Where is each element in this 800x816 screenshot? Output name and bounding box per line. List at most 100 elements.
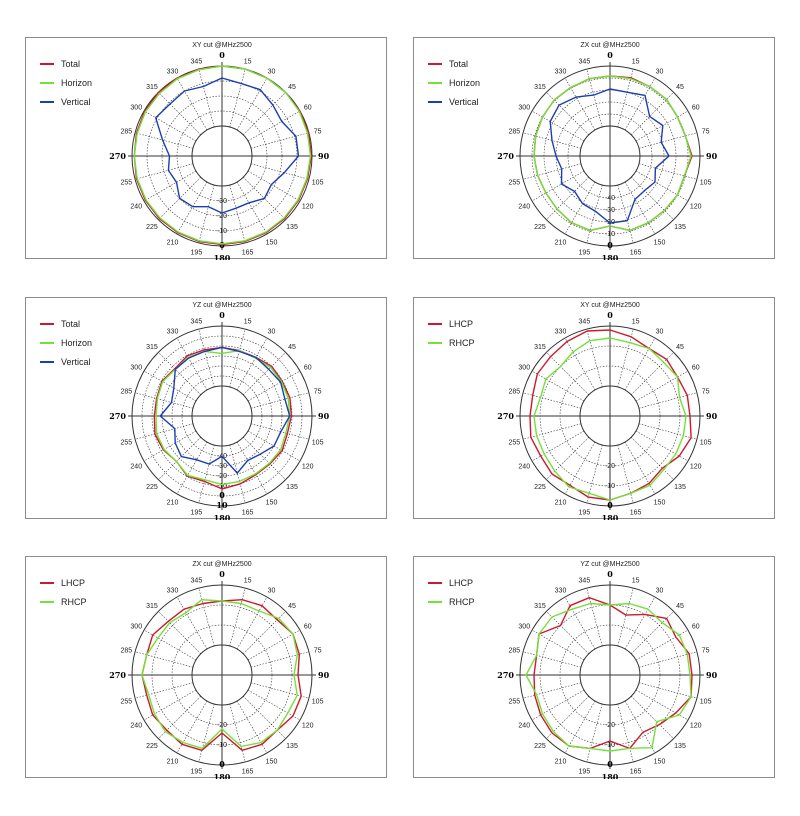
radial-tick-label: 0 bbox=[219, 490, 225, 500]
angle-tick-label: 180 bbox=[602, 253, 619, 260]
grid-spoke bbox=[522, 163, 582, 180]
angle-tick-label: 105 bbox=[312, 699, 324, 706]
polar-chart: XY cut @MHz25000153045607590105120135150… bbox=[428, 302, 718, 520]
angle-tick-label: 180 bbox=[214, 772, 231, 779]
grid-spoke bbox=[638, 651, 698, 668]
legend-label: Total bbox=[449, 59, 468, 69]
angle-tick-label: 210 bbox=[555, 240, 567, 247]
grid-spoke bbox=[247, 370, 301, 402]
grid-spoke bbox=[236, 441, 268, 495]
grid-spoke bbox=[176, 181, 208, 235]
angle-tick-label: 135 bbox=[674, 743, 686, 750]
grid-spoke bbox=[586, 184, 603, 244]
grid-spoke bbox=[247, 629, 301, 661]
radial-tick-label: -10 bbox=[217, 483, 227, 490]
grid-spoke bbox=[564, 337, 596, 391]
grid-spoke bbox=[176, 77, 208, 131]
grid-spoke bbox=[624, 441, 656, 495]
angle-tick-label: 285 bbox=[121, 388, 133, 395]
radial-tick-label: 0 bbox=[219, 759, 225, 769]
angle-tick-label: 345 bbox=[191, 318, 203, 325]
angle-tick-label: 60 bbox=[692, 365, 700, 372]
angle-tick-label: 270 bbox=[109, 411, 126, 421]
angle-tick-label: 345 bbox=[579, 58, 591, 65]
angle-tick-label: 150 bbox=[654, 240, 666, 247]
angle-tick-label: 210 bbox=[555, 759, 567, 766]
angle-tick-label: 240 bbox=[518, 723, 530, 730]
series-line-rhcp bbox=[525, 602, 692, 752]
angle-tick-label: 300 bbox=[518, 624, 530, 631]
grid-spoke bbox=[243, 696, 286, 739]
angle-tick-label: 90 bbox=[706, 670, 718, 680]
series-line-rhcp bbox=[533, 337, 687, 501]
angle-tick-label: 135 bbox=[674, 484, 686, 491]
grid-spoke bbox=[143, 370, 197, 402]
angle-tick-label: 75 bbox=[702, 647, 710, 654]
chart-title: YZ cut @MHz2500 bbox=[192, 302, 251, 309]
radial-tick-label: -10 bbox=[217, 228, 227, 235]
angle-tick-label: 90 bbox=[706, 151, 718, 161]
angle-tick-label: 255 bbox=[121, 440, 133, 447]
chart-title: ZX cut @MHz2500 bbox=[580, 42, 639, 49]
angle-tick-label: 150 bbox=[654, 500, 666, 507]
grid-spoke bbox=[531, 170, 585, 202]
radial-tick-label: 0 bbox=[607, 500, 613, 510]
grid-spoke bbox=[631, 611, 674, 654]
legend-label: LHCP bbox=[449, 319, 473, 329]
radial-tick-label: -30 bbox=[217, 198, 227, 205]
angle-tick-label: 15 bbox=[244, 577, 252, 584]
angle-tick-label: 270 bbox=[109, 670, 126, 680]
angle-tick-label: 75 bbox=[702, 388, 710, 395]
angle-tick-label: 75 bbox=[314, 128, 322, 135]
angle-tick-label: 240 bbox=[130, 204, 142, 211]
grid-spoke bbox=[134, 392, 194, 409]
angle-tick-label: 105 bbox=[700, 440, 712, 447]
grid-spoke bbox=[247, 689, 301, 721]
angle-tick-label: 45 bbox=[676, 344, 684, 351]
angle-tick-label: 105 bbox=[700, 180, 712, 187]
grid-spoke bbox=[638, 132, 698, 149]
radial-tick-label: -20 bbox=[217, 213, 227, 220]
angle-tick-label: 240 bbox=[130, 723, 142, 730]
angle-tick-label: 30 bbox=[656, 328, 664, 335]
angle-tick-label: 75 bbox=[314, 647, 322, 654]
legend-label: LHCP bbox=[61, 578, 85, 588]
series-line-horizon bbox=[133, 65, 312, 245]
angle-tick-label: 120 bbox=[302, 723, 314, 730]
grid-spoke bbox=[638, 392, 698, 409]
grid-spoke bbox=[631, 352, 674, 395]
legend-label: RHCP bbox=[449, 597, 475, 607]
angle-tick-label: 60 bbox=[692, 624, 700, 631]
grid-spoke bbox=[631, 92, 674, 135]
radial-tick-label: -20 bbox=[605, 722, 615, 729]
grid-spoke bbox=[586, 328, 603, 388]
angle-tick-label: 0 bbox=[607, 50, 613, 60]
grid-spoke bbox=[531, 629, 585, 661]
chart-title: YZ cut @MHz2500 bbox=[580, 561, 639, 568]
grid-spoke bbox=[546, 92, 589, 135]
grid-spoke bbox=[176, 337, 208, 391]
radial-tick-label: -30 bbox=[217, 463, 227, 470]
grid-spoke bbox=[531, 110, 585, 142]
angle-tick-label: 195 bbox=[579, 250, 591, 257]
angle-tick-label: 45 bbox=[288, 84, 296, 91]
grid-spoke bbox=[635, 629, 689, 661]
angle-tick-label: 345 bbox=[579, 318, 591, 325]
grid-spoke bbox=[134, 651, 194, 668]
grid-spoke bbox=[617, 68, 634, 128]
radial-tick-label: 10 bbox=[216, 500, 228, 510]
grid-spoke bbox=[631, 696, 674, 739]
angle-tick-label: 300 bbox=[518, 365, 530, 372]
grid-spoke bbox=[564, 596, 596, 650]
grid-spoke bbox=[158, 92, 201, 135]
angle-tick-label: 30 bbox=[268, 587, 276, 594]
angle-tick-label: 210 bbox=[167, 240, 179, 247]
angle-tick-label: 15 bbox=[244, 318, 252, 325]
chart-title: XY cut @MHz2500 bbox=[580, 302, 640, 309]
angle-tick-label: 75 bbox=[314, 388, 322, 395]
legend-label: Total bbox=[61, 59, 80, 69]
angle-tick-label: 330 bbox=[555, 68, 567, 75]
legend-label: RHCP bbox=[61, 597, 87, 607]
grid-spoke bbox=[624, 337, 656, 391]
grid-spoke bbox=[143, 170, 197, 202]
